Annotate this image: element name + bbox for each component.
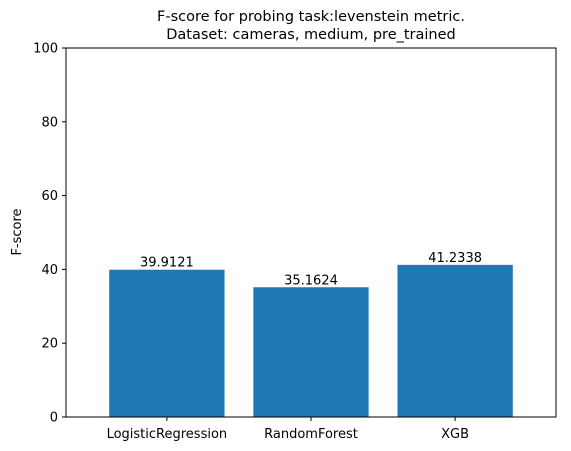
chart-subtitle: Dataset: cameras, medium, pre_trained	[166, 27, 456, 43]
y-axis: 0 20 40 60 80 100	[33, 42, 66, 426]
x-axis: LogisticRegression RandomForest XGB	[107, 417, 469, 442]
y-tick-label: 80	[41, 115, 58, 130]
data-label: 41.2338	[428, 251, 482, 266]
y-tick-label: 40	[41, 263, 58, 278]
y-tick-label: 100	[33, 42, 58, 57]
x-tick-label: RandomForest	[264, 427, 358, 442]
data-label: 39.9121	[140, 256, 194, 271]
bar-logisticregression	[109, 269, 225, 417]
y-tick-label: 20	[41, 337, 58, 352]
bar-xgb	[397, 264, 513, 417]
x-tick-label: XGB	[441, 427, 469, 442]
y-axis-label: F-score	[10, 208, 25, 255]
data-label: 35.1624	[284, 273, 338, 288]
y-tick-label: 0	[50, 411, 58, 426]
bars-group: 39.9121 35.1624 41.2338	[109, 251, 513, 417]
bar-randomforest	[253, 287, 369, 417]
chart-title: F-score for probing task:levenstein metr…	[157, 9, 465, 25]
y-tick-label: 60	[41, 189, 58, 204]
x-tick-label: LogisticRegression	[107, 427, 228, 442]
plot-frame	[65, 47, 557, 418]
